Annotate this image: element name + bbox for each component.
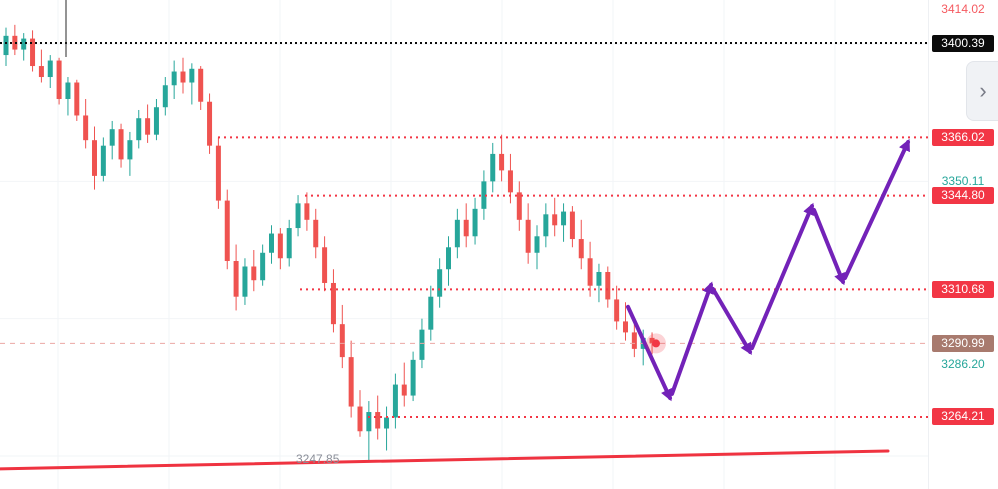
price-badge: 3264.21 (932, 408, 994, 426)
price-axis-label: 3350.11 (941, 173, 985, 188)
candle-body (348, 357, 354, 407)
candle-body (587, 258, 593, 286)
projection-arrow[interactable] (750, 202, 815, 351)
chart-canvas[interactable] (0, 0, 928, 489)
candle-body (171, 71, 177, 86)
candle-body (330, 282, 336, 325)
candle-body (339, 324, 345, 358)
price-axis[interactable]: 3414.02 3400.39 3366.02 3350.11 3344.80 3310.… (928, 0, 998, 489)
candle-body (242, 266, 248, 297)
candle-body (499, 153, 505, 171)
candle-body (516, 192, 522, 220)
candle-body (322, 247, 328, 283)
candle-body (596, 271, 602, 286)
projection-arrow[interactable] (843, 138, 910, 281)
candle-body (649, 337, 655, 344)
candle-body (74, 82, 80, 116)
candle-body (472, 208, 478, 237)
candle-body (198, 68, 204, 102)
candle-body (605, 271, 611, 300)
candle-body (207, 101, 213, 146)
candle-body (507, 170, 513, 193)
candle-body (100, 145, 106, 176)
candle-body (136, 118, 142, 141)
candle-body (410, 359, 416, 396)
candle-body (286, 228, 292, 259)
candle-body (109, 129, 115, 146)
candle-body (277, 233, 283, 259)
candle-body (578, 239, 584, 259)
candle-body (446, 247, 451, 270)
trend-line[interactable] (0, 449, 890, 471)
price-axis-label: 3414.02 (941, 2, 985, 17)
projection-arrow[interactable] (626, 304, 672, 402)
candle-body (623, 321, 628, 333)
candle-body (304, 203, 310, 220)
candle-body (189, 68, 195, 83)
candle-body (260, 252, 266, 281)
candle-body (375, 412, 381, 429)
candle-body (392, 384, 398, 418)
candle-body (313, 219, 319, 248)
candle-body (145, 118, 151, 135)
candle-body (269, 233, 274, 253)
panel-expand-button[interactable]: › (966, 61, 998, 121)
price-badge: 3290.99 (932, 334, 994, 352)
price-badge: 3400.39 (932, 34, 994, 52)
candle-body (295, 203, 301, 229)
price-pulse-dot (652, 339, 660, 348)
chevron-right-icon: › (979, 78, 987, 103)
candle-body (631, 332, 637, 349)
candle-body (463, 219, 469, 237)
candle-body (56, 60, 62, 99)
candle-body (127, 140, 133, 160)
projection-arrow[interactable] (812, 207, 846, 286)
candle-body (614, 299, 620, 322)
projection-arrow[interactable] (670, 281, 714, 396)
candle-body (3, 35, 9, 56)
candle-body (92, 140, 97, 176)
candle-body (118, 129, 124, 160)
candle-body (83, 115, 89, 141)
candle-body (251, 266, 257, 281)
candle-body (569, 211, 575, 240)
candle-body (543, 214, 549, 237)
candle-body (552, 214, 558, 226)
candle-body (12, 35, 18, 50)
candle-body (180, 71, 186, 83)
candle-body (401, 384, 407, 396)
candle-body (357, 406, 363, 432)
candle-body (153, 107, 159, 135)
candle-body (224, 200, 230, 262)
candle-body (534, 236, 540, 253)
candle-body (454, 219, 460, 248)
candle-body (419, 329, 425, 360)
candle-body (162, 85, 168, 108)
candle-body (481, 181, 487, 209)
price-badge: 3344.80 (932, 187, 994, 205)
candle-body (428, 296, 434, 330)
candle-body (366, 412, 372, 432)
candle-body (30, 38, 36, 67)
candle-body (490, 153, 496, 182)
candle-body (525, 219, 531, 253)
candle-body (38, 66, 44, 78)
candle-body (215, 145, 221, 201)
candle-body (233, 261, 239, 297)
candle-body (561, 211, 567, 226)
trendline-low-price-label: 3247.85 (296, 452, 340, 466)
price-badge: 3310.68 (932, 280, 994, 298)
candle-body (65, 82, 71, 99)
candle-body (384, 417, 390, 429)
price-axis-label: 3286.20 (941, 357, 985, 372)
candle-body (47, 60, 53, 78)
candle-body (21, 38, 27, 50)
price-badge: 3366.02 (932, 128, 994, 146)
candle-body (437, 269, 443, 297)
projection-arrow[interactable] (711, 287, 752, 356)
